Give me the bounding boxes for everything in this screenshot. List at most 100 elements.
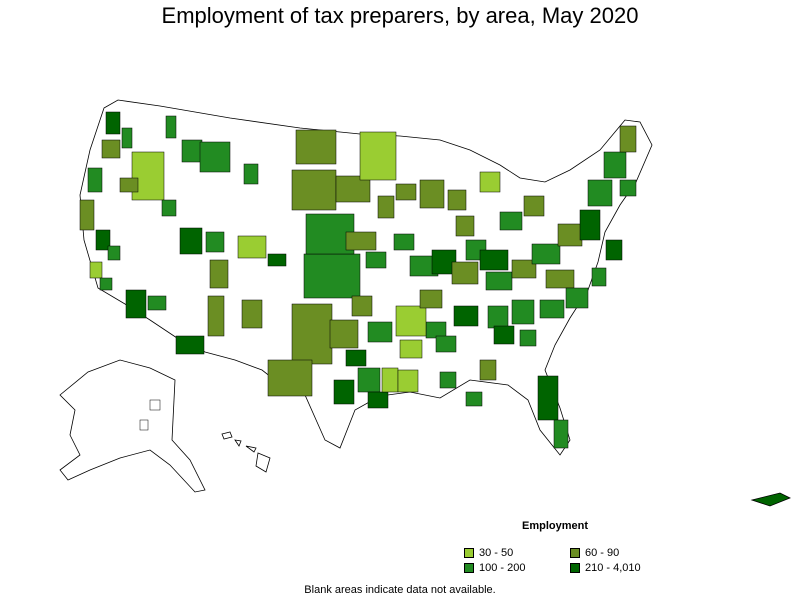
area-region bbox=[399, 339, 423, 359]
area-region bbox=[603, 151, 627, 179]
area-region bbox=[207, 295, 225, 337]
area-region bbox=[487, 305, 509, 329]
area-region bbox=[395, 183, 417, 201]
area-region bbox=[99, 277, 113, 291]
area-region bbox=[453, 305, 479, 327]
area-region bbox=[345, 231, 377, 251]
area-region bbox=[451, 261, 479, 285]
area-region bbox=[291, 169, 337, 211]
area-region bbox=[511, 299, 535, 325]
area-region bbox=[435, 335, 457, 353]
area-region bbox=[377, 195, 395, 219]
area-region bbox=[365, 251, 387, 269]
legend-label: 30 - 50 bbox=[479, 547, 514, 559]
area-region bbox=[87, 167, 103, 193]
puerto-rico bbox=[750, 492, 791, 507]
area-region bbox=[479, 249, 509, 271]
area-region bbox=[557, 223, 583, 247]
area-region bbox=[165, 115, 177, 139]
area-region bbox=[125, 289, 147, 319]
area-region bbox=[241, 299, 263, 329]
legend: Employment 30 - 50 60 - 90 100 - 200 210… bbox=[462, 518, 702, 578]
area-region bbox=[485, 271, 513, 291]
legend-swatch bbox=[464, 563, 474, 573]
area-region bbox=[479, 359, 497, 381]
area-region bbox=[537, 375, 559, 421]
area-region bbox=[95, 229, 111, 251]
area-region bbox=[523, 195, 545, 217]
area-region bbox=[181, 139, 203, 163]
area-region bbox=[381, 367, 399, 393]
area-region bbox=[367, 391, 389, 409]
hawaii-outline bbox=[221, 431, 271, 473]
area-region bbox=[147, 295, 167, 311]
area-region bbox=[329, 319, 359, 349]
map-title: Employment of tax preparers, by area, Ma… bbox=[161, 3, 639, 28]
alaska-outline bbox=[59, 359, 206, 493]
area-region bbox=[531, 243, 561, 265]
legend-title: Employment bbox=[522, 520, 589, 532]
area-region bbox=[519, 329, 537, 347]
area-region bbox=[447, 189, 467, 211]
area-region bbox=[291, 303, 333, 365]
area-region bbox=[395, 305, 427, 337]
area-region bbox=[439, 371, 457, 389]
area-region bbox=[511, 259, 537, 279]
legend-label: 210 - 4,010 bbox=[585, 562, 641, 574]
area-region bbox=[335, 175, 371, 203]
area-region bbox=[465, 391, 483, 407]
area-region bbox=[545, 269, 575, 289]
area-region bbox=[105, 111, 121, 135]
area-region bbox=[493, 325, 515, 345]
legend-label: 100 - 200 bbox=[479, 562, 526, 574]
area-region bbox=[587, 179, 613, 207]
legend-swatch bbox=[570, 563, 580, 573]
area-region bbox=[357, 367, 381, 393]
area-region bbox=[419, 289, 443, 309]
area-fills bbox=[79, 111, 637, 449]
contiguous-us-outline bbox=[79, 99, 653, 456]
area-region bbox=[455, 215, 475, 237]
area-region bbox=[267, 359, 313, 397]
area-region bbox=[89, 261, 103, 279]
area-region bbox=[579, 209, 601, 241]
area-region bbox=[107, 245, 121, 261]
area-region bbox=[499, 211, 523, 231]
area-region bbox=[119, 177, 139, 193]
legend-swatch bbox=[570, 548, 580, 558]
area-region bbox=[565, 287, 589, 309]
area-region bbox=[139, 419, 149, 431]
area-region bbox=[367, 321, 393, 343]
area-region bbox=[205, 231, 225, 253]
area-region bbox=[393, 233, 415, 251]
area-region bbox=[419, 179, 445, 209]
area-region bbox=[161, 199, 177, 217]
area-region bbox=[303, 253, 361, 299]
area-region bbox=[619, 179, 637, 197]
legend-swatch bbox=[464, 548, 474, 558]
area-region bbox=[237, 235, 267, 259]
area-region bbox=[121, 127, 133, 149]
area-region bbox=[605, 239, 623, 261]
area-region bbox=[101, 139, 121, 159]
area-region bbox=[345, 349, 367, 367]
area-region bbox=[479, 171, 501, 193]
legend-item-60-90: 60 - 90 bbox=[570, 547, 619, 559]
area-region bbox=[425, 321, 447, 339]
area-region bbox=[199, 141, 231, 173]
area-region bbox=[553, 419, 569, 449]
area-region bbox=[243, 163, 259, 185]
area-region bbox=[351, 295, 373, 317]
area-region bbox=[619, 125, 637, 153]
area-region bbox=[397, 369, 419, 393]
area-region bbox=[267, 253, 287, 267]
legend-label: 60 - 90 bbox=[585, 547, 620, 559]
footnote: Blank areas indicate data not available. bbox=[304, 584, 496, 596]
legend-item-100-200: 100 - 200 bbox=[464, 562, 525, 574]
area-region bbox=[79, 199, 95, 231]
area-region bbox=[295, 129, 337, 165]
area-region bbox=[359, 131, 397, 181]
area-region bbox=[179, 227, 203, 255]
legend-item-210-4010: 210 - 4,010 bbox=[570, 562, 641, 574]
